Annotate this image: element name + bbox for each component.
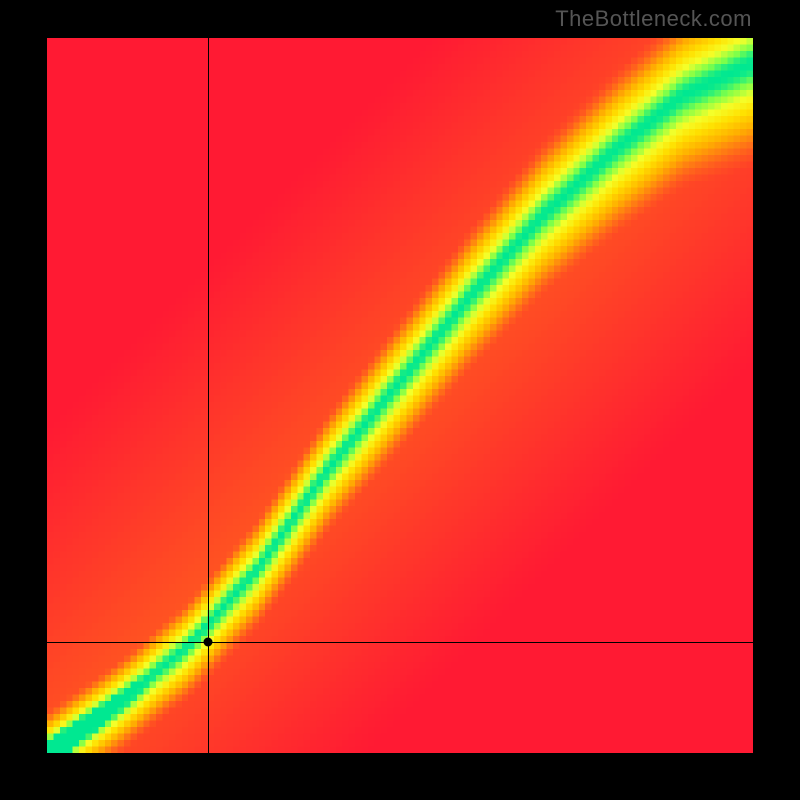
watermark-text: TheBottleneck.com [555, 6, 752, 32]
crosshair-horizontal [47, 642, 753, 643]
bottleneck-heatmap [47, 38, 753, 753]
crosshair-marker-dot [203, 638, 212, 647]
plot-area [47, 38, 753, 753]
